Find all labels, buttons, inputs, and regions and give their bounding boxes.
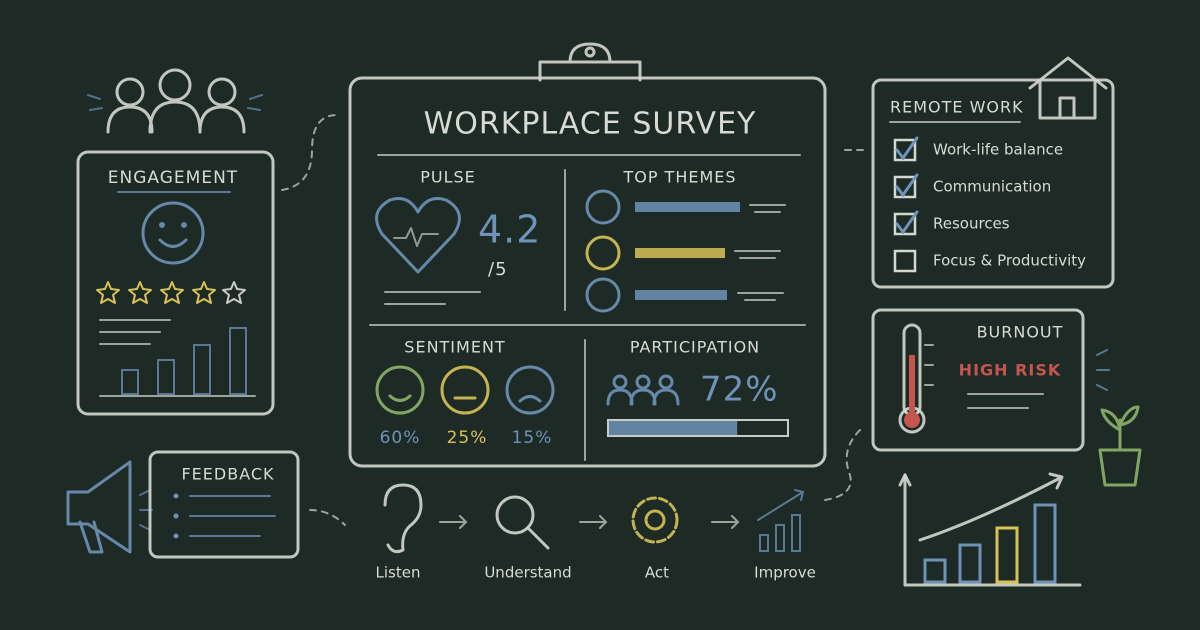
feedback-card bbox=[148, 450, 300, 559]
burnout-card bbox=[871, 308, 1085, 452]
participation-people bbox=[606, 374, 680, 406]
sentiment-value: 60% bbox=[380, 428, 421, 448]
pulse-score: 4.2 bbox=[478, 208, 541, 252]
section-title: PARTICIPATION bbox=[630, 338, 760, 357]
checkmark bbox=[895, 136, 919, 161]
checklist-item: Work-life balance bbox=[933, 141, 1063, 159]
card-title: ENGAGEMENT bbox=[108, 168, 238, 188]
section-title: TOP THEMES bbox=[622, 168, 736, 187]
process-icons bbox=[383, 483, 805, 554]
section-title: SENTIMENT bbox=[404, 338, 505, 357]
house-icon bbox=[1028, 56, 1108, 120]
participation-value: 72% bbox=[700, 370, 779, 410]
arrow bbox=[824, 429, 861, 501]
step-label: Understand bbox=[484, 564, 571, 582]
survey-board bbox=[348, 76, 827, 468]
mini-bars bbox=[121, 327, 247, 395]
checkbox bbox=[893, 138, 917, 162]
checklist: Work-life balance Communication Resources F… bbox=[893, 136, 1086, 273]
progress-track bbox=[607, 419, 789, 437]
sentiment-value: 25% bbox=[447, 428, 488, 448]
thermometer bbox=[898, 323, 934, 434]
step-label: Improve bbox=[754, 564, 816, 582]
checklist-item: Resources bbox=[933, 215, 1010, 233]
plant bbox=[1098, 405, 1142, 487]
step-label: Listen bbox=[376, 564, 421, 582]
card-title: FEEDBACK bbox=[181, 465, 274, 484]
checklist-item: Focus & Productivity bbox=[933, 252, 1086, 270]
section-title: PULSE bbox=[420, 168, 476, 187]
remote-card bbox=[871, 78, 1115, 289]
sentiment-faces bbox=[375, 365, 555, 415]
text-lines bbox=[384, 291, 481, 305]
checkmark bbox=[895, 173, 919, 198]
feedback-lines bbox=[173, 493, 276, 539]
engagement-card bbox=[76, 150, 275, 416]
pulse-scale: /5 bbox=[488, 259, 508, 280]
checklist-item: Communication bbox=[933, 178, 1051, 196]
text-lines bbox=[99, 319, 171, 345]
checkmark bbox=[895, 210, 919, 235]
card-title: BURNOUT bbox=[977, 323, 1064, 342]
text-lines bbox=[967, 393, 1044, 409]
step-label: Act bbox=[645, 564, 669, 582]
arrow bbox=[281, 114, 338, 191]
clipboard-clip bbox=[538, 42, 642, 82]
people-icon bbox=[87, 68, 263, 134]
process-steps: Listen Understand Act Improve bbox=[376, 564, 816, 582]
checkbox bbox=[893, 175, 917, 199]
theme-rows bbox=[585, 189, 786, 313]
accent bbox=[1096, 349, 1110, 391]
smiley bbox=[141, 201, 205, 265]
checkbox bbox=[893, 212, 917, 236]
burnout-status: HIGH RISK bbox=[959, 361, 1062, 380]
checkbox bbox=[893, 249, 917, 273]
heart bbox=[375, 197, 461, 274]
arrow bbox=[309, 509, 346, 526]
growth-chart bbox=[898, 472, 1082, 587]
sentiment-value: 15% bbox=[512, 428, 553, 448]
progress-fill bbox=[609, 421, 738, 435]
card-title: REMOTE WORK bbox=[890, 98, 1024, 117]
board-title: WORKPLACE SURVEY bbox=[424, 107, 757, 142]
